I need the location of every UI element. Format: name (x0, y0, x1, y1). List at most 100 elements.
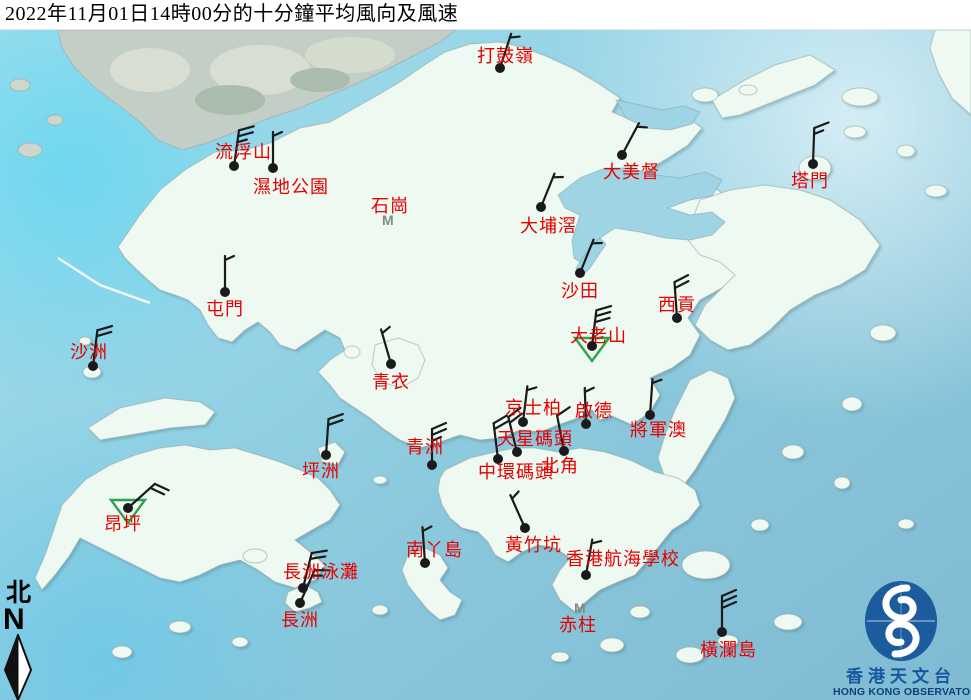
station-marker-tsing-yi[interactable] (336, 309, 446, 419)
station-marker-cheung-chau[interactable] (245, 548, 355, 658)
station-marker-hk-sea-school[interactable] (531, 520, 641, 630)
station-dot (581, 419, 591, 429)
station-marker-tai-mei-tuk[interactable] (567, 100, 677, 210)
island (168, 620, 192, 634)
station-dot (420, 558, 430, 568)
station-dot (559, 446, 569, 456)
island (924, 184, 948, 198)
station-dot (295, 598, 305, 608)
station-marker-tates-cairn[interactable] (537, 291, 647, 401)
station-dot (512, 447, 522, 457)
island (896, 144, 916, 158)
station-marker-tuen-mun[interactable] (170, 237, 280, 347)
wind-barb-icon (223, 254, 236, 294)
wind-barb-icon (583, 386, 595, 426)
station-marker-central-pier[interactable] (443, 404, 553, 514)
station-label-ngong-ping: 昂坪 (104, 514, 142, 534)
island (242, 548, 268, 564)
island-tsing-yi (371, 337, 426, 389)
wind-barb-icon (379, 325, 393, 366)
station-marker-peng-chau[interactable] (271, 400, 381, 510)
missing-data-marker-shek-kong: M (382, 212, 394, 228)
station-label-tai-po-kau: 大埔滘 (520, 216, 577, 236)
station-dot (123, 503, 133, 513)
station-marker-sha-chau[interactable] (38, 311, 148, 421)
station-dot (575, 268, 585, 278)
island (372, 475, 388, 485)
station-marker-tseung-kwan-o[interactable] (595, 360, 705, 470)
wind-barb-icon (298, 569, 331, 605)
wind-barb-icon (492, 414, 509, 461)
station-marker-lau-fau-shan[interactable] (179, 111, 289, 221)
station-marker-kings-park[interactable] (468, 367, 578, 477)
station-label-tseung-kwan-o: 將軍澳 (630, 420, 687, 440)
wind-barb-icon (498, 32, 521, 70)
station-dot (587, 341, 597, 351)
island (897, 518, 915, 530)
station-dot (520, 523, 530, 533)
station-marker-green-island[interactable] (377, 410, 487, 520)
north-label-letter: N (3, 603, 25, 636)
station-label-cheung-chau-beach: 長洲泳灘 (283, 562, 359, 582)
station-label-peng-chau: 坪洲 (302, 461, 340, 481)
station-marker-north-point[interactable] (509, 396, 619, 506)
inner-waters (557, 99, 726, 277)
station-label-cheung-chau: 長洲 (281, 610, 319, 630)
station-dot (386, 359, 396, 369)
station-marker-waglan-island[interactable] (667, 577, 777, 687)
station-dot (672, 313, 682, 323)
wind-barb-icon (590, 304, 613, 348)
island (738, 84, 758, 96)
station-marker-star-ferry[interactable] (462, 397, 572, 507)
hko-logo-name-zh: 香港天文台 (846, 667, 956, 686)
water-tolo-harbour (557, 167, 726, 265)
station-label-tsing-yi: 青衣 (372, 372, 410, 392)
island (781, 444, 805, 460)
map-title: 2022年11月01日14時00分的十分鐘平均風向及風速 (0, 0, 971, 30)
missing-data-marker-stanley: M (574, 600, 586, 616)
island (78, 336, 92, 346)
wind-barb-icon (811, 121, 830, 166)
hko-logo[interactable]: 香港天文台 HONG KONG OBSERVATORY (833, 580, 971, 698)
station-label-tuen-mun: 屯門 (206, 299, 244, 319)
wind-barb-icon (720, 588, 738, 634)
island (681, 550, 731, 580)
station-dot (808, 159, 818, 169)
station-marker-ngong-ping[interactable] (73, 453, 183, 563)
wind-barb-icon (673, 274, 690, 320)
island (869, 324, 897, 342)
island (111, 645, 133, 659)
station-marker-sai-kung[interactable] (622, 263, 732, 373)
station-label-shek-kong: 石崗 (371, 196, 409, 216)
station-marker-wetland-park[interactable] (218, 113, 328, 223)
station-dot (427, 460, 437, 470)
station-marker-wong-chuk-hang[interactable] (470, 473, 580, 583)
station-dot (617, 150, 627, 160)
station-marker-kai-tak[interactable] (531, 369, 641, 479)
wind-barb-icon (539, 172, 564, 209)
water-starling-inlet (615, 99, 701, 131)
wind-barb-icon (430, 421, 448, 467)
island (675, 646, 705, 664)
station-label-stanley: 赤柱 (559, 615, 597, 635)
island-waglan (717, 634, 739, 648)
north-arrow-icon (3, 632, 33, 700)
wind-barb-icon (648, 377, 663, 417)
wind-barb-icon (91, 324, 114, 368)
wind-barb-icon (301, 549, 328, 590)
station-dot (717, 627, 727, 637)
wind-barb-icon (556, 406, 571, 453)
island (691, 87, 719, 103)
station-marker-tai-po-kau[interactable] (486, 152, 596, 262)
wind-barb-icon (232, 125, 255, 168)
station-triangle-icon (108, 498, 148, 526)
station-dot (518, 417, 528, 427)
station-marker-lamma-island[interactable] (370, 508, 480, 618)
island-po-toi (599, 637, 625, 653)
station-marker-ta-kwu-ling[interactable] (445, 13, 555, 123)
station-marker-sha-tin[interactable] (525, 218, 635, 328)
landmass-hong-kong-island (437, 447, 701, 613)
island (773, 613, 803, 631)
station-marker-tap-mun[interactable] (758, 109, 868, 219)
north-arrow: 北 N (2, 581, 42, 700)
